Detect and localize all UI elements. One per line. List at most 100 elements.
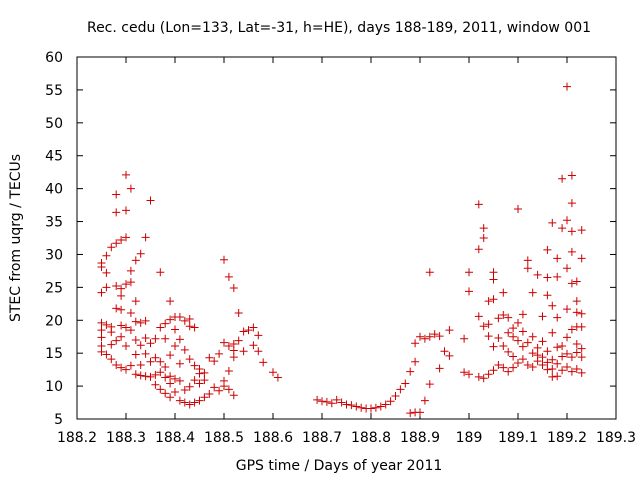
data-point bbox=[200, 393, 209, 402]
data-point bbox=[411, 339, 420, 348]
data-point bbox=[146, 339, 155, 348]
data-point bbox=[504, 328, 513, 337]
data-point bbox=[156, 385, 165, 394]
data-point bbox=[563, 264, 571, 273]
data-point bbox=[543, 347, 552, 356]
data-point bbox=[533, 351, 542, 360]
data-point bbox=[460, 334, 469, 343]
data-point bbox=[474, 200, 483, 209]
data-point bbox=[558, 366, 567, 375]
data-point bbox=[514, 336, 522, 345]
data-point bbox=[126, 266, 135, 275]
x-tick-label: 188.5 bbox=[204, 430, 244, 446]
data-point bbox=[332, 395, 341, 404]
data-point bbox=[151, 334, 160, 343]
data-point bbox=[553, 343, 562, 352]
data-point bbox=[567, 199, 576, 208]
data-point bbox=[200, 376, 209, 385]
data-point bbox=[416, 332, 424, 341]
data-point bbox=[572, 297, 581, 306]
data-point bbox=[376, 402, 385, 411]
data-point bbox=[190, 361, 199, 370]
data-point bbox=[102, 350, 111, 359]
data-point bbox=[171, 325, 179, 334]
data-point bbox=[200, 368, 209, 377]
axis-ticks: 188.2 188.3 188.4 188.5 188.6 188.7 188.8 188.9… bbox=[45, 50, 636, 446]
data-point bbox=[146, 372, 155, 381]
data-point bbox=[572, 364, 581, 373]
data-point bbox=[131, 350, 140, 359]
data-point bbox=[136, 371, 145, 380]
x-tick-label: 189.3 bbox=[596, 430, 636, 446]
data-point bbox=[131, 370, 140, 379]
data-point bbox=[538, 312, 547, 321]
data-point bbox=[548, 372, 557, 381]
data-point bbox=[504, 347, 513, 356]
data-point bbox=[391, 391, 400, 400]
data-point bbox=[234, 336, 243, 345]
data-point bbox=[514, 318, 522, 327]
data-point bbox=[117, 291, 126, 300]
y-tick-label: 55 bbox=[45, 83, 63, 99]
data-point bbox=[273, 373, 282, 382]
y-tick-label: 45 bbox=[45, 149, 63, 165]
data-point bbox=[577, 254, 586, 263]
data-point bbox=[509, 324, 518, 333]
data-point bbox=[465, 268, 473, 277]
data-point bbox=[318, 397, 326, 406]
data-point bbox=[479, 322, 488, 331]
data-point bbox=[518, 327, 527, 336]
data-point bbox=[166, 351, 175, 360]
data-point bbox=[538, 361, 547, 370]
data-point bbox=[563, 333, 571, 342]
data-point bbox=[254, 331, 263, 340]
data-point bbox=[371, 403, 380, 412]
data-point bbox=[474, 245, 483, 254]
data-point bbox=[425, 268, 434, 277]
data-point bbox=[180, 345, 189, 354]
x-tick-label: 188.3 bbox=[106, 430, 146, 446]
y-tick-label: 35 bbox=[45, 215, 63, 231]
data-point bbox=[97, 341, 106, 350]
data-point bbox=[195, 396, 204, 405]
data-point bbox=[210, 357, 219, 366]
data-point bbox=[117, 284, 126, 293]
y-tick-label: 60 bbox=[45, 50, 63, 66]
chart-title: Rec. cedu (Lon=133, Lat=-31, h=HE), days… bbox=[87, 20, 591, 36]
data-point bbox=[102, 268, 111, 277]
data-point bbox=[151, 353, 160, 362]
data-point bbox=[499, 288, 508, 297]
data-point bbox=[440, 347, 449, 356]
data-point bbox=[567, 171, 576, 180]
y-tick-label: 50 bbox=[45, 116, 63, 132]
data-point bbox=[102, 251, 111, 260]
data-point bbox=[195, 364, 204, 373]
x-tick-label: 188.9 bbox=[400, 430, 440, 446]
data-point bbox=[479, 234, 488, 242]
data-point bbox=[435, 364, 444, 373]
data-point bbox=[494, 334, 503, 343]
data-point bbox=[122, 341, 130, 350]
x-tick-label: 188.4 bbox=[155, 430, 195, 446]
data-point bbox=[244, 326, 253, 335]
data-point bbox=[131, 317, 140, 326]
data-point bbox=[489, 275, 498, 284]
data-point bbox=[406, 367, 415, 376]
data-point bbox=[538, 353, 547, 362]
data-point bbox=[322, 397, 331, 406]
data-point bbox=[224, 272, 233, 281]
data-point bbox=[166, 315, 175, 324]
data-point bbox=[401, 379, 410, 388]
x-tick-label: 189.2 bbox=[547, 430, 587, 446]
data-point bbox=[190, 323, 199, 332]
y-tick-label: 5 bbox=[54, 412, 63, 428]
data-point bbox=[396, 385, 405, 394]
data-point bbox=[445, 326, 454, 335]
data-point bbox=[117, 305, 126, 314]
data-point bbox=[185, 355, 194, 364]
plot-frame bbox=[76, 56, 617, 420]
data-point bbox=[411, 357, 420, 366]
data-point bbox=[146, 357, 155, 366]
data-point bbox=[107, 355, 116, 364]
